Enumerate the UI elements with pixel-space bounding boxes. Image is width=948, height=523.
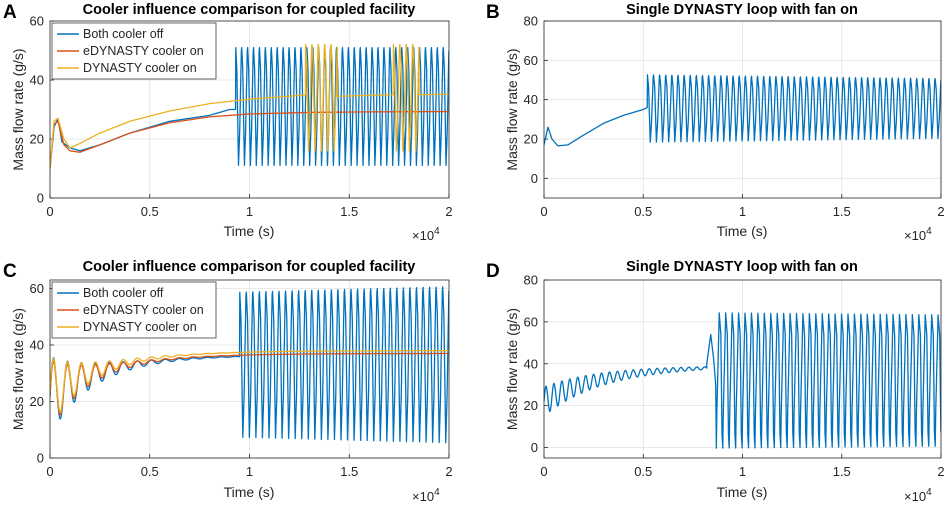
legend-box-a bbox=[51, 22, 217, 80]
plot-frame-d bbox=[543, 279, 942, 459]
y-axis-label-d: Mass flow rate (g/s) bbox=[504, 308, 520, 430]
y-tick-label-c: 40 bbox=[30, 337, 44, 352]
chart-title-d: Single DYNASTY loop with fan on bbox=[626, 259, 858, 275]
x-tick-label-a: 0.5 bbox=[141, 204, 159, 219]
x-tick-label-c: 0 bbox=[46, 464, 53, 479]
legend-c: Both cooler off eDYNASTY cooler on DYNASTY… bbox=[51, 281, 217, 339]
lines-b bbox=[544, 74, 941, 147]
x-multiplier-b: ×104 bbox=[904, 226, 932, 243]
y-tick-label-b: 60 bbox=[524, 53, 538, 68]
y-tick-label-a: 20 bbox=[30, 132, 44, 147]
panel-letter-d: D bbox=[486, 261, 500, 282]
y-tick-label-b: 20 bbox=[524, 132, 538, 147]
chart-title-a: Cooler influence comparison for coupled … bbox=[83, 2, 416, 18]
lines-c bbox=[50, 286, 449, 444]
x-multiplier-base-c: ×10 bbox=[412, 489, 434, 504]
plot-frame-a bbox=[49, 20, 450, 199]
x-multiplier-exp-d: 4 bbox=[926, 487, 932, 498]
series-line-b-1 bbox=[544, 74, 941, 147]
x-tick-label-a: 2 bbox=[445, 204, 452, 219]
plot-frame-c bbox=[49, 279, 450, 459]
y-tick-label-d: 0 bbox=[531, 440, 538, 455]
y-tick-label-b: 40 bbox=[524, 92, 538, 107]
panel-c: C Cooler influence comparison for couple… bbox=[3, 259, 453, 504]
x-tick-label-a: 0 bbox=[46, 204, 53, 219]
panel-b: B Single DYNASTY loop with fan on 0 0.5 1 1… bbox=[486, 2, 945, 243]
y-tick-label-c: 60 bbox=[30, 281, 44, 296]
y-tick-label-c: 0 bbox=[37, 451, 44, 466]
series-line-a-3 bbox=[50, 43, 449, 169]
x-tick-label-d: 2 bbox=[937, 464, 944, 479]
legend-label-a-1: Both cooler off bbox=[83, 27, 164, 41]
x-tick-label-c: 0.5 bbox=[141, 464, 159, 479]
series-line-d-1 bbox=[544, 312, 941, 449]
x-axis-label-c: Time (s) bbox=[224, 484, 275, 500]
lines-d bbox=[544, 312, 941, 449]
x-axis-label-d: Time (s) bbox=[717, 484, 768, 500]
x-tick-label-d: 1 bbox=[739, 464, 746, 479]
x-tick-label-d: 1.5 bbox=[833, 464, 851, 479]
x-tick-label-b: 0.5 bbox=[634, 204, 652, 219]
series-line-c-3 bbox=[50, 350, 449, 413]
x-multiplier-exp-c: 4 bbox=[434, 487, 440, 498]
chart-title-b: Single DYNASTY loop with fan on bbox=[626, 2, 858, 18]
y-tick-label-d: 40 bbox=[524, 356, 538, 371]
x-tick-label-b: 1 bbox=[739, 204, 746, 219]
panel-a: A Cooler influence comparison for couple… bbox=[3, 2, 453, 243]
x-multiplier-base-d: ×10 bbox=[904, 489, 926, 504]
x-tick-label-a: 1 bbox=[246, 204, 253, 219]
y-tick-label-b: 0 bbox=[531, 171, 538, 186]
panel-letter-a: A bbox=[3, 2, 17, 23]
x-tick-label-c: 1.5 bbox=[340, 464, 358, 479]
x-tick-label-d: 0.5 bbox=[634, 464, 652, 479]
x-tick-label-b: 2 bbox=[937, 204, 944, 219]
legend-box-c bbox=[51, 281, 217, 339]
x-tick-label-b: 1.5 bbox=[833, 204, 851, 219]
x-multiplier-d: ×104 bbox=[904, 487, 932, 504]
x-tick-label-b: 0 bbox=[540, 204, 547, 219]
series-line-a-2 bbox=[50, 110, 449, 169]
y-tick-label-b: 80 bbox=[524, 14, 538, 29]
y-tick-label-a: 60 bbox=[30, 14, 44, 29]
series-line-a-1 bbox=[50, 47, 449, 169]
x-tick-label-c: 2 bbox=[445, 464, 452, 479]
x-axis-label-b: Time (s) bbox=[717, 223, 768, 239]
y-axis-label-a: Mass flow rate (g/s) bbox=[10, 48, 26, 170]
chart-title-c: Cooler influence comparison for coupled … bbox=[83, 259, 416, 275]
y-tick-label-d: 60 bbox=[524, 314, 538, 329]
x-multiplier-exp-b: 4 bbox=[926, 226, 932, 237]
legend-label-c-2: eDYNASTY cooler on bbox=[83, 303, 204, 317]
panel-d: D Single DYNASTY loop with fan on 0 0.5 1 1… bbox=[486, 259, 945, 504]
y-tick-label-c: 20 bbox=[30, 394, 44, 409]
y-tick-label-d: 80 bbox=[524, 273, 538, 288]
x-multiplier-a: ×104 bbox=[412, 226, 440, 243]
legend-label-a-3: DYNASTY cooler on bbox=[83, 61, 197, 75]
x-multiplier-exp-a: 4 bbox=[434, 226, 440, 237]
panel-letter-c: C bbox=[3, 261, 17, 282]
x-axis-label-a: Time (s) bbox=[224, 223, 275, 239]
x-tick-label-a: 1.5 bbox=[340, 204, 358, 219]
x-multiplier-base-a: ×10 bbox=[412, 228, 434, 243]
plot-frame-b bbox=[543, 20, 942, 199]
y-tick-label-a: 40 bbox=[30, 73, 44, 88]
lines-a bbox=[50, 43, 449, 169]
y-tick-label-d: 20 bbox=[524, 398, 538, 413]
x-multiplier-base-b: ×10 bbox=[904, 228, 926, 243]
x-tick-label-c: 1 bbox=[246, 464, 253, 479]
y-axis-label-c: Mass flow rate (g/s) bbox=[10, 308, 26, 430]
legend-a: Both cooler off eDYNASTY cooler on DYNASTY… bbox=[51, 22, 217, 80]
panel-letter-b: B bbox=[486, 2, 500, 23]
x-multiplier-c: ×104 bbox=[412, 487, 440, 504]
legend-label-c-3: DYNASTY cooler on bbox=[83, 320, 197, 334]
legend-label-c-1: Both cooler off bbox=[83, 286, 164, 300]
x-tick-label-d: 0 bbox=[540, 464, 547, 479]
series-line-c-2 bbox=[50, 352, 449, 416]
y-tick-label-a: 0 bbox=[37, 191, 44, 206]
y-axis-label-b: Mass flow rate (g/s) bbox=[504, 48, 520, 170]
legend-label-a-2: eDYNASTY cooler on bbox=[83, 44, 204, 58]
series-line-c-1 bbox=[50, 286, 449, 444]
